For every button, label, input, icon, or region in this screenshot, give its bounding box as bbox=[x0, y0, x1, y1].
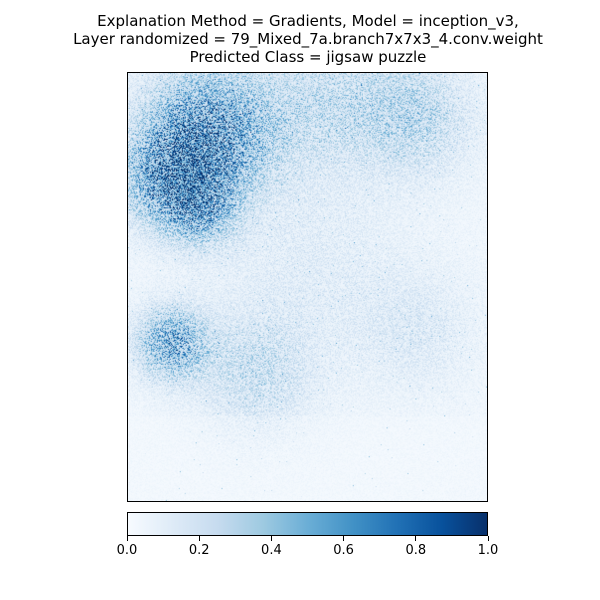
colorbar-tick-mark bbox=[415, 536, 417, 541]
colorbar-tick-label: 0.8 bbox=[405, 543, 427, 558]
colorbar-tick-mark bbox=[126, 536, 128, 541]
colorbar bbox=[127, 512, 488, 536]
colorbar-tick-mark bbox=[270, 536, 272, 541]
colorbar-tick-mark bbox=[343, 536, 345, 541]
colorbar-tick-label: 0.6 bbox=[333, 543, 354, 558]
colorbar-tick-mark bbox=[487, 536, 489, 541]
heatmap-plot bbox=[127, 72, 488, 502]
colorbar-tick-label: 0.4 bbox=[261, 543, 282, 558]
heatmap-image bbox=[128, 73, 487, 501]
title-line-3: Predicted Class = jigsaw puzzle bbox=[189, 48, 427, 66]
colorbar-tick-mark bbox=[198, 536, 200, 541]
colorbar-tick-label: 0.0 bbox=[116, 543, 138, 558]
chart-title: Explanation Method = Gradients, Model = … bbox=[0, 12, 600, 66]
title-line-2: Layer randomized = 79_Mixed_7a.branch7x7… bbox=[73, 30, 543, 48]
colorbar-tick-label: 0.2 bbox=[188, 543, 210, 558]
title-line-1: Explanation Method = Gradients, Model = … bbox=[97, 12, 519, 30]
colorbar-ticks: 0.0 0.2 0.4 0.6 0.8 1.0 bbox=[117, 536, 498, 566]
colorbar-tick-label: 1.0 bbox=[477, 543, 499, 558]
